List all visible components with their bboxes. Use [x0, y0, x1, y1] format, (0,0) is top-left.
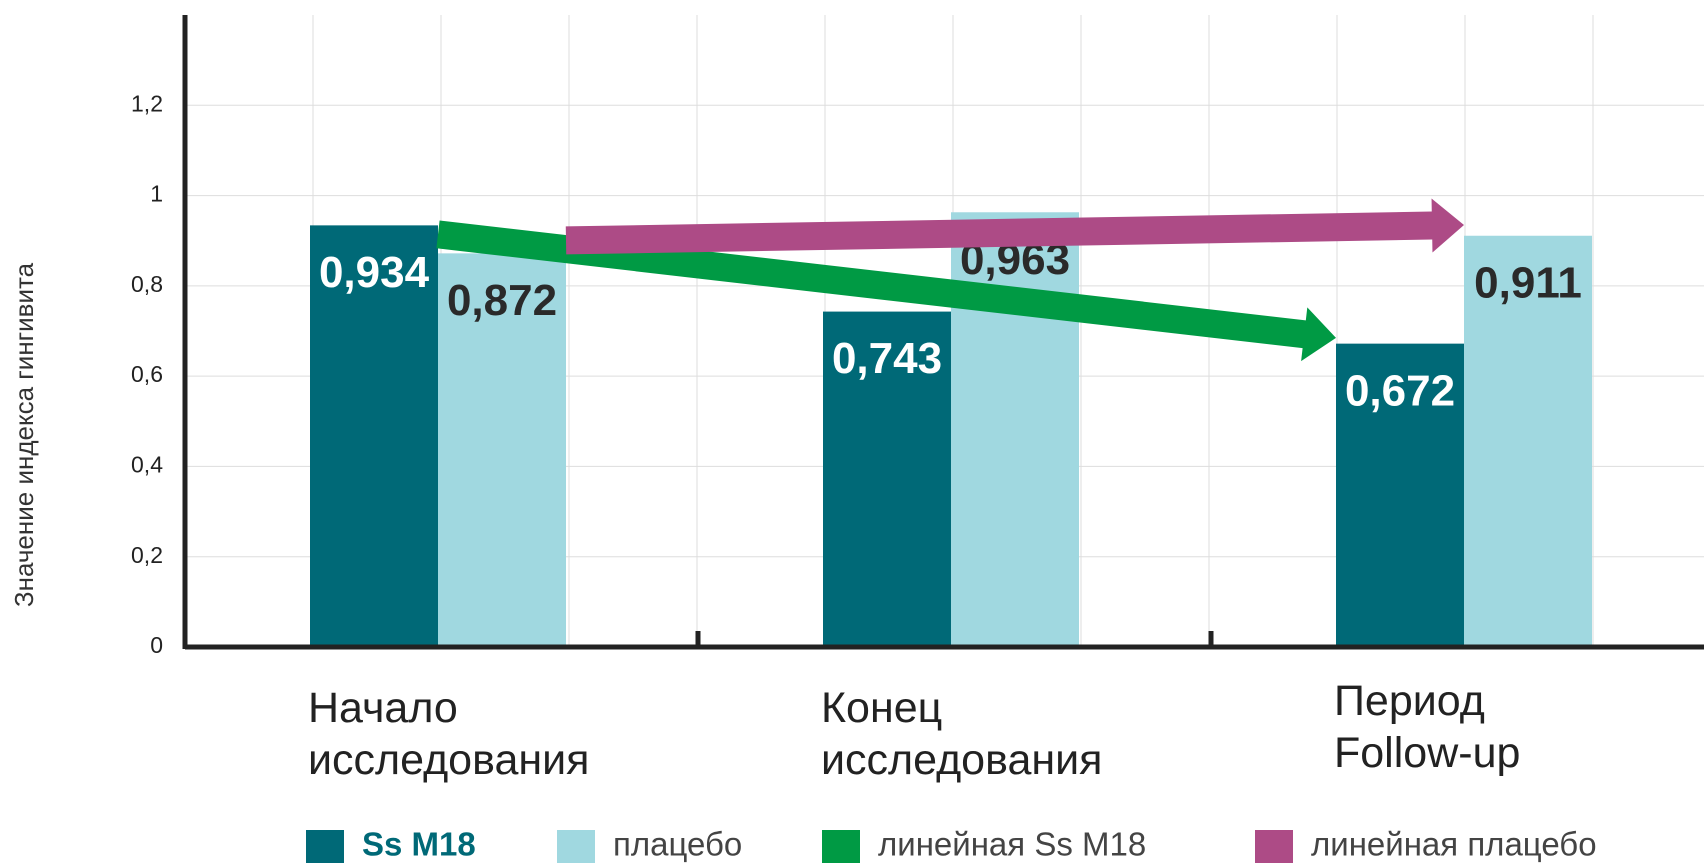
legend-label: линейная Ss M18 — [878, 826, 1146, 863]
legend-label: линейная плацебо — [1311, 826, 1597, 863]
value-label: 0,743 — [832, 334, 942, 383]
bar — [1336, 343, 1464, 647]
bar — [823, 311, 951, 647]
legend-swatch — [306, 830, 344, 863]
legend-label: плацебо — [613, 826, 742, 863]
y-tick-label: 1,2 — [131, 90, 163, 116]
x-tick-label: Начало исследования — [308, 684, 590, 784]
legend-swatch — [1255, 830, 1293, 863]
legend-swatch — [557, 830, 595, 863]
y-tick-label: 0,4 — [131, 452, 163, 478]
bar — [438, 253, 566, 647]
x-tick-label: Конец исследования — [821, 684, 1103, 784]
trend-arrow — [565, 198, 1464, 255]
value-label: 0,872 — [447, 276, 557, 325]
bar — [310, 225, 438, 647]
x-tick-label: Период Follow-up — [1334, 677, 1521, 777]
y-tick-label: 0,2 — [131, 542, 163, 568]
trend-arrow — [436, 220, 1336, 362]
y-tick-label: 0 — [150, 632, 163, 658]
y-tick-label: 1 — [150, 181, 163, 207]
value-label: 0,672 — [1345, 366, 1455, 415]
value-label: 0,911 — [1474, 258, 1582, 307]
legend-label: Ss M18 — [362, 826, 476, 863]
y-tick-label: 0,6 — [131, 361, 163, 387]
y-axis-title: Значение индекса гингивита — [9, 262, 39, 607]
bar — [1464, 235, 1592, 647]
y-tick-label: 0,8 — [131, 271, 163, 297]
legend-swatch — [822, 830, 860, 863]
value-label: 0,934 — [319, 248, 430, 297]
